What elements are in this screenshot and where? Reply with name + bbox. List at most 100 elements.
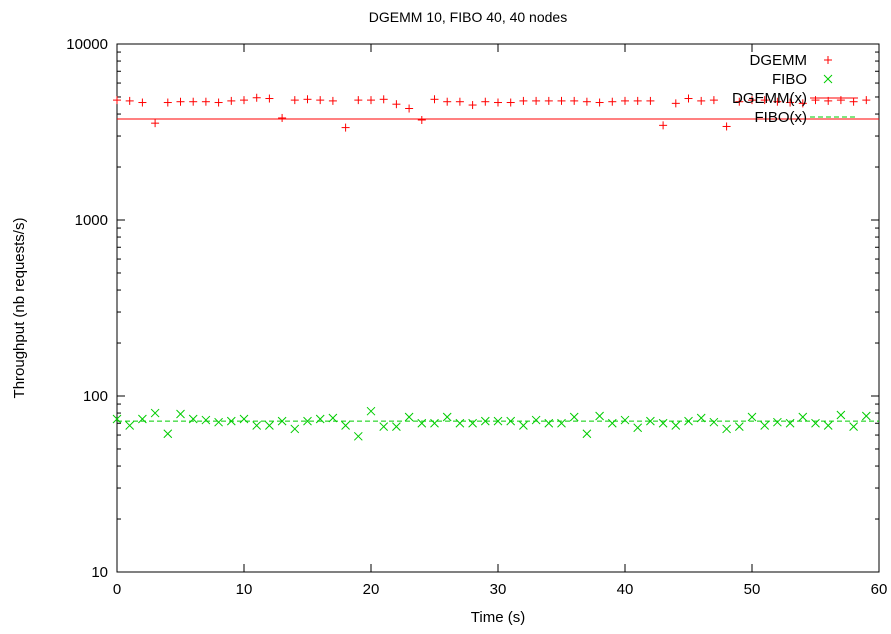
dgemm-point xyxy=(709,96,718,105)
legend-label: DGEMM xyxy=(750,52,808,69)
dgemm-point xyxy=(570,96,579,105)
dgemm-point xyxy=(303,95,312,104)
x-tick-label: 40 xyxy=(617,581,634,598)
fibo-point xyxy=(366,406,376,416)
fibo-point xyxy=(519,421,528,430)
dgemm-point xyxy=(481,97,490,106)
y-axis-label: Throughput (nb requests/s) xyxy=(11,218,28,399)
dgemm-point xyxy=(328,96,337,105)
fibo-point xyxy=(836,410,846,420)
dgemm-point xyxy=(836,96,845,105)
fibo-point xyxy=(811,418,820,428)
fibo-point xyxy=(379,422,389,431)
dgemm-point xyxy=(290,96,299,105)
dgemm-point xyxy=(163,98,172,107)
fibo-point xyxy=(506,416,516,426)
dgemm-point xyxy=(684,94,693,103)
fibo-point xyxy=(150,408,160,418)
dgemm-point xyxy=(379,95,388,104)
dgemm-point xyxy=(671,99,680,108)
fibo-point xyxy=(138,414,147,424)
dgemm-point xyxy=(392,100,401,109)
dgemm-point xyxy=(519,96,528,105)
fibo-point xyxy=(392,422,401,431)
fibo-point xyxy=(823,421,833,430)
dgemm-point xyxy=(252,93,261,102)
fibo-point xyxy=(353,431,363,441)
fibo-point xyxy=(112,414,122,424)
x-tick-label: 0 xyxy=(113,581,121,598)
dgemm-point xyxy=(151,119,160,128)
fibo-point xyxy=(709,417,719,427)
dgemm-point xyxy=(138,98,147,107)
fibo-point xyxy=(798,412,808,422)
fibo-point xyxy=(569,412,579,422)
fibo-point xyxy=(125,421,135,430)
fibo-point xyxy=(620,415,630,425)
dgemm-point xyxy=(240,96,248,105)
dgemm-point xyxy=(582,97,591,106)
fibo-point xyxy=(404,412,414,422)
dgemm-point xyxy=(608,97,617,106)
fibo-point xyxy=(785,418,795,428)
fibo-point xyxy=(595,411,604,421)
dgemm-point xyxy=(595,98,604,107)
fibo-point xyxy=(315,414,325,424)
x-tick-label: 10 xyxy=(236,581,253,598)
data-markers xyxy=(112,93,871,441)
y-tick-label: 10 xyxy=(91,564,108,581)
dgemm-point xyxy=(798,99,807,108)
fibo-point xyxy=(760,421,770,430)
dgemm-point xyxy=(113,96,121,105)
fibo-point xyxy=(277,416,287,426)
dgemm-point xyxy=(811,96,820,105)
dgemm-point xyxy=(214,98,223,107)
dgemm-point xyxy=(506,98,515,107)
dgemm-point xyxy=(227,96,236,105)
fibo-point xyxy=(671,421,681,430)
dgemm-point xyxy=(760,96,769,105)
dgemm-point xyxy=(532,96,541,105)
fibo-point xyxy=(557,418,566,428)
fibo-point xyxy=(582,429,592,439)
y-axis: 10 100 1000 10000 xyxy=(66,36,879,581)
x-axis-label: Time (s) xyxy=(471,609,525,626)
fibo-point xyxy=(531,415,541,425)
fibo-point xyxy=(226,416,236,426)
y-tick-label: 1000 xyxy=(75,212,108,229)
fibo-point xyxy=(607,418,617,428)
dgemm-point xyxy=(862,96,871,105)
dgemm-point xyxy=(125,96,134,105)
fibo-point xyxy=(417,418,427,428)
fibo-point xyxy=(480,416,490,426)
legend-marker xyxy=(823,74,833,84)
dgemm-point xyxy=(367,96,375,105)
legend-marker xyxy=(824,56,832,64)
fibo-point xyxy=(442,412,452,422)
dgemm-point xyxy=(544,96,553,105)
dgemm-point xyxy=(697,96,706,105)
legend-label: FIBO(x) xyxy=(755,109,808,126)
y-tick-label: 100 xyxy=(83,388,108,405)
fit-lines xyxy=(117,118,879,422)
dgemm-point xyxy=(722,122,731,131)
dgemm-point xyxy=(621,96,629,105)
dgemm-point xyxy=(494,98,502,107)
fibo-point xyxy=(734,422,744,431)
dgemm-point xyxy=(430,95,439,104)
dgemm-point xyxy=(443,97,452,106)
dgemm-point xyxy=(341,123,350,132)
fibo-point xyxy=(455,418,465,428)
fibo-point xyxy=(328,413,338,423)
fibo-point xyxy=(176,409,185,419)
dgemm-point xyxy=(417,115,426,124)
fibo-point xyxy=(684,416,693,426)
dgemm-point xyxy=(557,96,566,105)
fibo-point xyxy=(468,418,477,428)
fibo-point xyxy=(265,421,274,430)
fibo-point xyxy=(188,414,198,424)
dgemm-point xyxy=(316,96,325,105)
fibo-point xyxy=(303,416,312,426)
dgemm-point xyxy=(748,96,756,105)
fibo-point xyxy=(252,421,262,430)
